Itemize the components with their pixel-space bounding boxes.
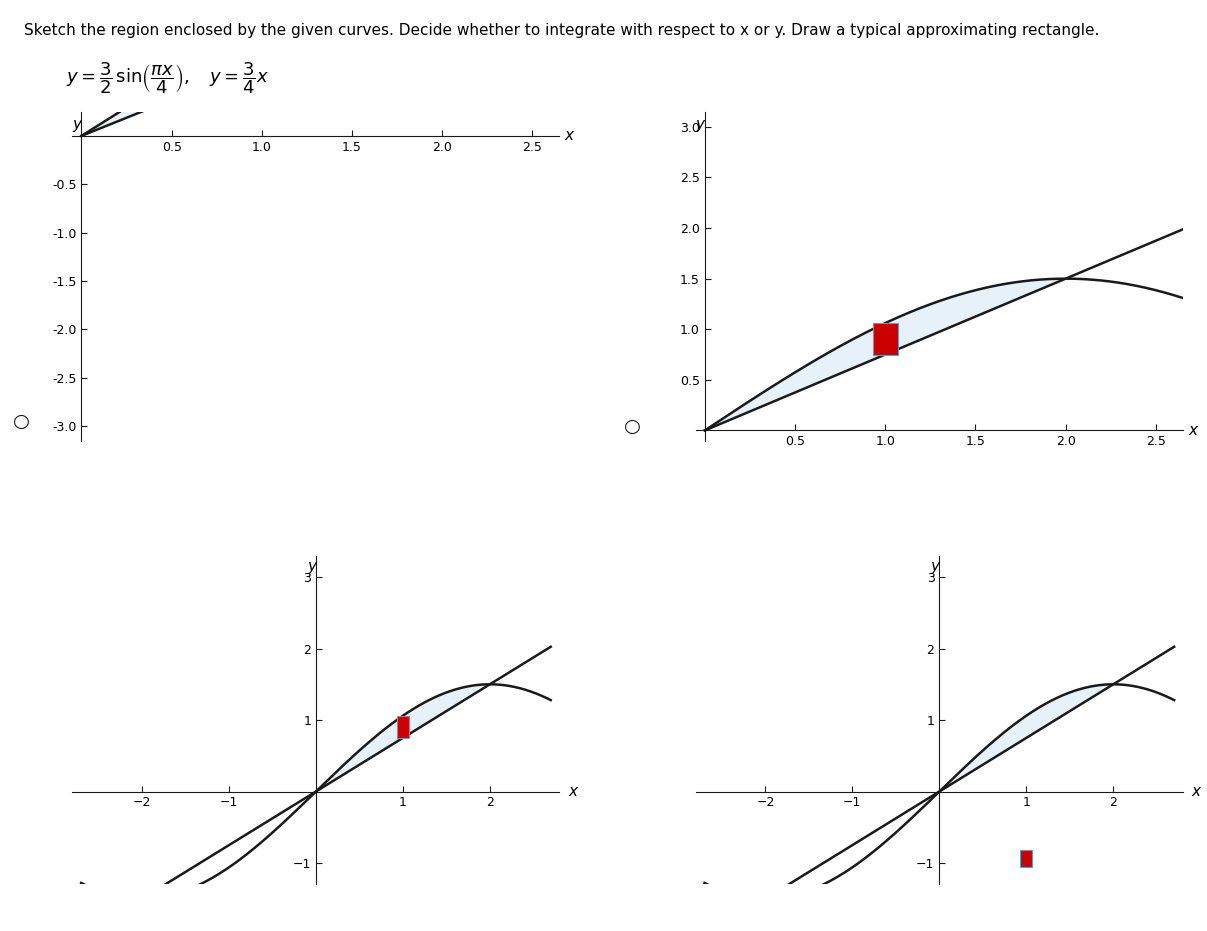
Bar <box>1020 850 1032 867</box>
Bar <box>249 34 274 63</box>
Text: y: y <box>307 560 316 574</box>
Text: Sketch the region enclosed by the given curves. Decide whether to integrate with: Sketch the region enclosed by the given … <box>24 23 1100 38</box>
Text: y: y <box>931 560 939 574</box>
Text: x: x <box>568 784 577 799</box>
Text: x: x <box>1188 423 1197 438</box>
Text: $y = \dfrac{3}{2}\,\sin\!\left(\dfrac{\pi x}{4}\right),\quad y = \dfrac{3}{4}x$: $y = \dfrac{3}{2}\,\sin\!\left(\dfrac{\p… <box>66 61 269 96</box>
Text: ○: ○ <box>624 416 641 436</box>
Bar <box>873 323 898 355</box>
Text: y: y <box>696 116 705 132</box>
Text: ○: ○ <box>13 412 30 431</box>
Text: x: x <box>1191 784 1201 799</box>
Text: y: y <box>72 116 81 131</box>
Text: x: x <box>565 128 573 143</box>
Bar <box>397 716 409 738</box>
